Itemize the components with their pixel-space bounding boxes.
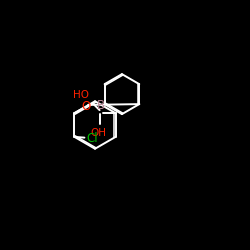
Text: OH: OH <box>90 128 106 138</box>
Text: O: O <box>81 100 90 112</box>
Text: B: B <box>96 99 105 112</box>
Text: HO: HO <box>73 90 89 100</box>
Text: Cl: Cl <box>86 132 98 144</box>
